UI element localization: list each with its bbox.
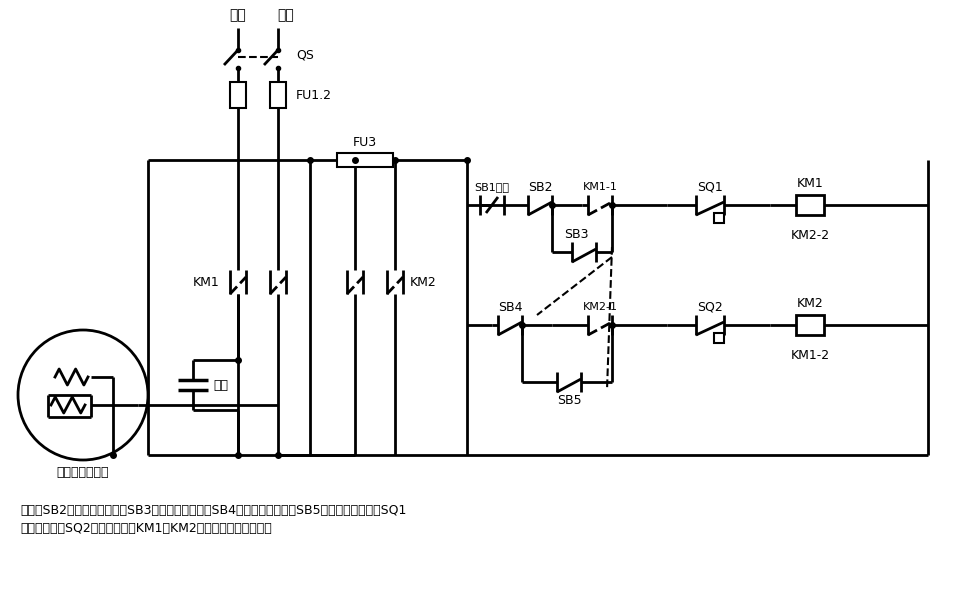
Text: 零线: 零线	[278, 8, 294, 22]
Text: SQ2: SQ2	[697, 300, 722, 314]
Text: 为最高限位，SQ2为最低限位。KM1、KM2可用中间继电器代替。: 为最高限位，SQ2为最低限位。KM1、KM2可用中间继电器代替。	[20, 521, 271, 535]
Bar	[795, 315, 824, 335]
Text: SB4: SB4	[497, 300, 522, 314]
Text: KM2: KM2	[796, 297, 823, 309]
Text: SB5: SB5	[556, 393, 580, 406]
Text: 说明：SB2为上升启动按钮，SB3为上升点动按钮，SB4为下降启动按钮，SB5为下降点动按钮；SQ1: 说明：SB2为上升启动按钮，SB3为上升点动按钮，SB4为下降启动按钮，SB5为…	[20, 504, 406, 516]
Bar	[795, 195, 824, 215]
Text: FU3: FU3	[353, 135, 377, 149]
Text: 电容: 电容	[212, 379, 228, 392]
Text: KM1-1: KM1-1	[582, 182, 617, 192]
Bar	[713, 333, 724, 343]
Text: SB1停止: SB1停止	[474, 182, 509, 192]
Bar	[230, 82, 246, 108]
Text: 单相电容电动机: 单相电容电动机	[57, 465, 110, 479]
Bar	[713, 213, 724, 223]
Text: FU1.2: FU1.2	[296, 88, 332, 102]
Text: SB2: SB2	[528, 180, 552, 194]
Text: KM1: KM1	[193, 275, 220, 289]
Text: SQ1: SQ1	[697, 180, 722, 194]
Text: QS: QS	[296, 49, 313, 62]
Text: KM2: KM2	[409, 275, 436, 289]
Text: KM2-1: KM2-1	[582, 302, 617, 312]
Text: KM2-2: KM2-2	[790, 228, 828, 242]
Text: 火线: 火线	[230, 8, 246, 22]
Bar	[270, 82, 285, 108]
Text: KM1-2: KM1-2	[790, 348, 828, 362]
Text: SB3: SB3	[563, 228, 587, 241]
Bar	[336, 153, 393, 167]
Text: KM1: KM1	[796, 177, 823, 189]
